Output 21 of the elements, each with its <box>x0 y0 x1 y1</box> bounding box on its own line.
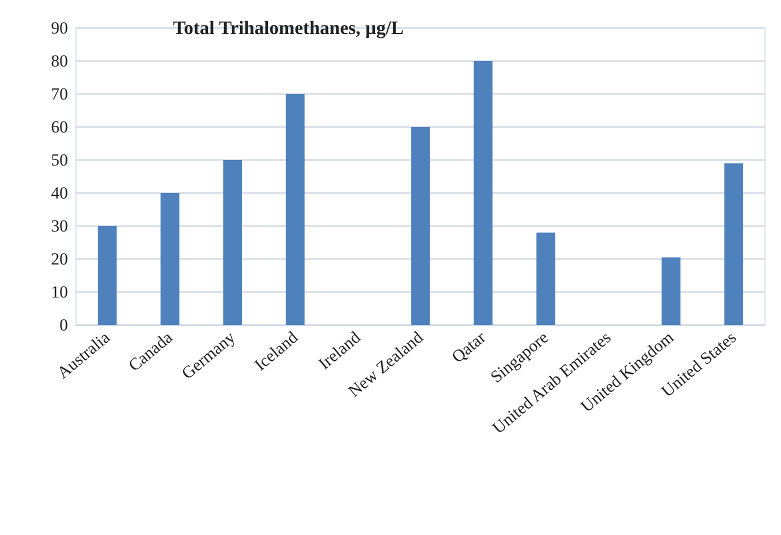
y-tick-label: 30 <box>51 216 68 236</box>
bar <box>98 226 117 325</box>
bar <box>286 94 305 325</box>
bar <box>662 257 680 325</box>
bar <box>223 160 242 325</box>
x-tick-label: Qatar <box>448 328 490 367</box>
y-tick-label: 10 <box>51 282 68 302</box>
bar <box>536 232 556 325</box>
y-tick-label: 50 <box>51 150 68 170</box>
y-tick-label: 0 <box>60 316 68 334</box>
bar <box>160 193 180 325</box>
y-tick-label: 90 <box>51 18 68 38</box>
bar <box>411 127 430 325</box>
bar <box>474 61 493 325</box>
chart-title: Total Trihalomethanes, µg/L <box>173 18 404 39</box>
y-tick-label: 70 <box>51 84 68 104</box>
y-tick-label: 80 <box>51 52 68 70</box>
y-tick-label: 60 <box>51 118 68 136</box>
y-tick-label: 20 <box>51 250 68 268</box>
bar <box>724 163 744 325</box>
y-tick-label: 40 <box>51 184 68 202</box>
